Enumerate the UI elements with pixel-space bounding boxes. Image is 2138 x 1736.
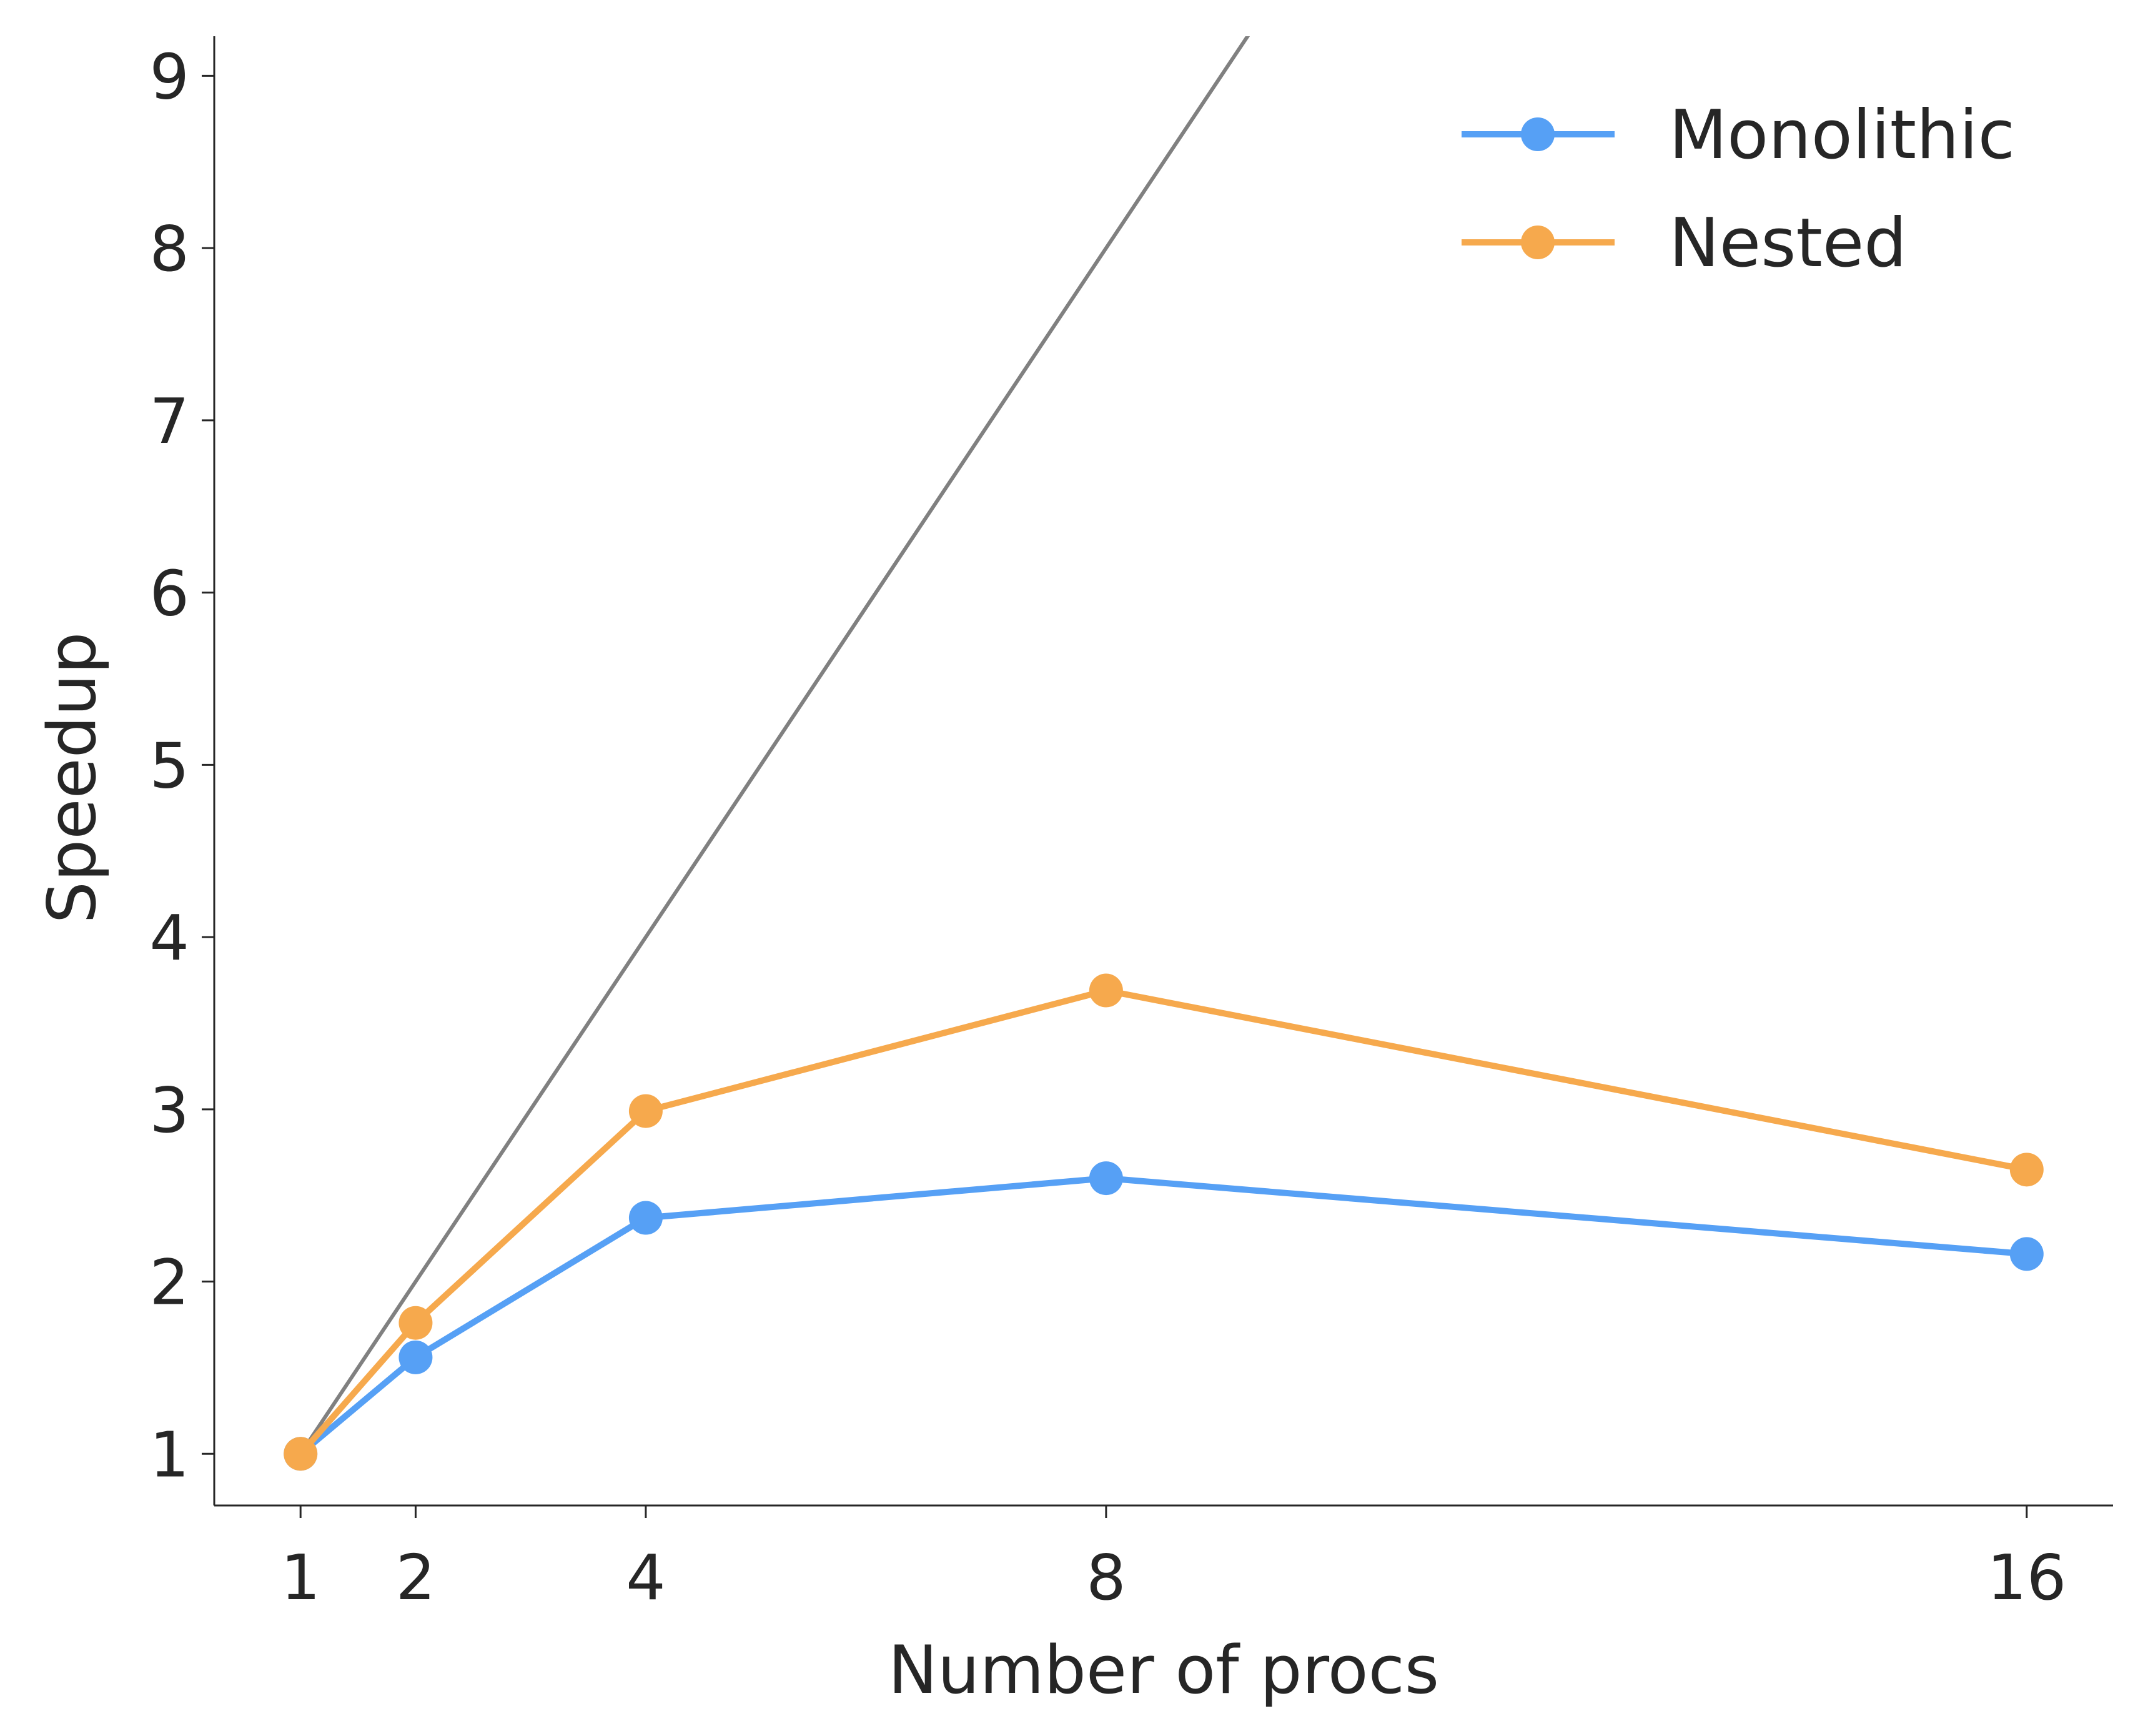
monolithic-legend-label: Monolithic (1669, 96, 2015, 174)
y-tick-label: 9 (149, 40, 189, 113)
ideal-speedup-line (299, 36, 1250, 1455)
y-tick-label: 4 (149, 901, 189, 975)
x-tick-label: 2 (396, 1541, 436, 1614)
x-tick-label: 16 (1987, 1541, 2066, 1614)
y-tick-label: 1 (149, 1418, 189, 1491)
x-tick-label: 4 (626, 1541, 666, 1614)
legend: Monolithic Nested (1462, 96, 2015, 282)
y-axis-title: Speedup (34, 632, 111, 924)
nested-data-point (2009, 1153, 2044, 1187)
y-tick-label: 6 (149, 557, 189, 630)
nested-data-point (1089, 973, 1123, 1008)
nested-data-point (284, 1437, 318, 1471)
monolithic-data-point (398, 1340, 433, 1374)
monolithic-data-point (628, 1201, 663, 1235)
nested-legend-marker (1521, 226, 1555, 259)
monolithic-data-point (2009, 1237, 2044, 1271)
x-tick-label: 8 (1086, 1541, 1126, 1614)
y-tick-label: 2 (149, 1246, 189, 1319)
nested-data-point (628, 1094, 663, 1128)
y-tick-label: 3 (149, 1074, 189, 1147)
y-axis-ticks: 1 2 3 4 5 6 7 8 9 (149, 40, 214, 1491)
reference-layer (299, 36, 1250, 1455)
x-tick-label: 1 (280, 1541, 320, 1614)
series-layer (284, 973, 2044, 1471)
y-tick-label: 5 (149, 729, 189, 802)
x-axis-title: Number of procs (888, 1632, 1439, 1709)
x-axis-ticks: 1 2 4 8 16 (280, 1505, 2066, 1614)
monolithic-series-line (297, 1175, 2030, 1457)
nested-series-line (297, 987, 2030, 1457)
nested-data-point (398, 1306, 433, 1340)
y-tick-label: 8 (149, 212, 189, 285)
monolithic-legend-marker (1521, 117, 1555, 151)
y-tick-label: 7 (149, 385, 189, 458)
nested-legend-label: Nested (1669, 204, 1907, 282)
monolithic-data-point (1089, 1161, 1123, 1196)
